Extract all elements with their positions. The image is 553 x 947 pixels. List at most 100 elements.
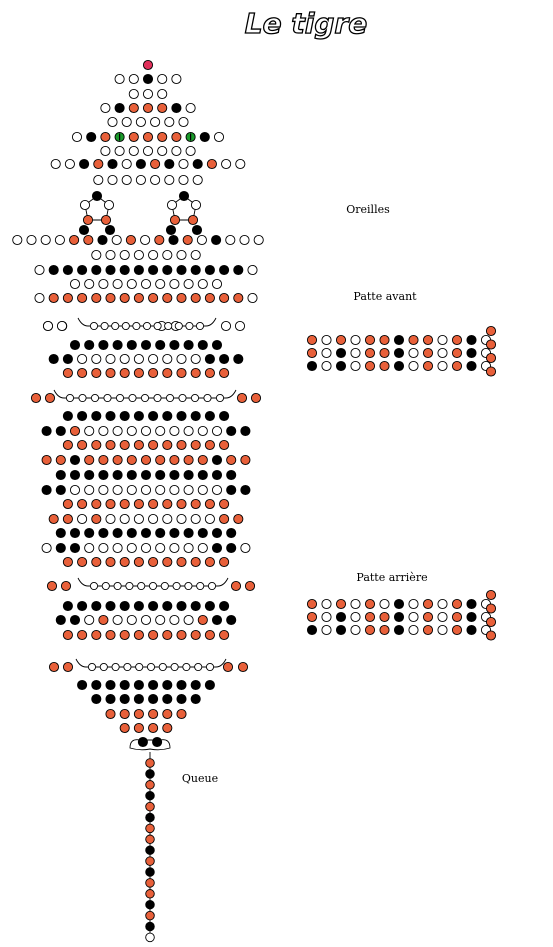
bead [55,454,66,466]
bead [84,527,95,539]
bead [408,598,419,610]
bead [112,542,123,554]
bead [119,367,130,379]
bead [62,292,73,304]
bead [197,527,208,539]
bead [105,679,116,691]
bead [164,174,175,186]
bead [190,513,201,525]
bead [91,679,102,691]
bead [162,600,173,612]
bead [364,598,376,610]
strand-bead [196,581,205,591]
ear-bead [79,199,91,211]
bead [451,611,463,623]
bead [219,629,230,641]
bead [148,367,159,379]
bead [133,264,144,276]
bead [192,158,203,170]
thread-lines [53,195,237,940]
bead [140,425,152,437]
bead [98,542,109,554]
bead [148,629,159,641]
bead [379,347,390,359]
bead [148,498,159,510]
strand-bead [121,321,130,331]
bead [169,527,180,539]
bead [148,264,159,276]
bead [321,347,332,359]
bead [119,292,130,304]
bead [86,131,97,143]
bead [197,425,208,437]
bead [93,174,104,186]
bead [190,292,201,304]
bead [34,264,45,276]
tail-bead [145,758,155,768]
bead [30,392,42,404]
bead [408,347,419,359]
bead [77,410,88,422]
ear-bead [91,190,103,202]
bead [155,527,166,539]
bead [121,174,132,186]
bead [133,679,144,691]
bead [48,661,60,673]
bead [197,454,208,466]
bead [126,614,137,626]
bead [71,131,83,143]
bead [197,542,208,554]
bead [178,174,189,186]
strand-bead [207,581,217,591]
bead [100,131,111,143]
bead [321,334,332,346]
strand-bead [165,393,175,403]
bead [48,292,59,304]
bead [219,439,230,451]
bead [112,469,123,481]
bead [105,556,116,568]
bead [107,116,118,128]
strand-bead [195,321,205,331]
bead [155,469,166,481]
bead [171,102,182,114]
bead [84,339,95,351]
bead [176,353,187,365]
bead [119,353,130,365]
bead [190,679,201,691]
bead [211,234,222,246]
bead [204,439,215,451]
bead [98,469,109,481]
bead [77,367,88,379]
bead [466,347,477,359]
bead [133,249,144,261]
bead [196,234,207,246]
bead [157,131,168,143]
bead [183,278,194,290]
bead [133,556,144,568]
bead [62,661,74,673]
bead [91,498,102,510]
bead [321,611,332,623]
bead [64,158,75,170]
bead [422,624,434,636]
bead [169,542,180,554]
bead [100,102,111,114]
bead [119,498,130,510]
bead [126,454,137,466]
tail-bead [145,823,155,834]
bead [190,439,201,451]
bead [121,158,132,170]
bead [34,292,45,304]
bead [197,484,208,496]
tail-bead [145,834,155,845]
bead [219,292,230,304]
bead [135,158,146,170]
strand-bead [178,393,187,403]
strand-bead [65,393,75,403]
bead [408,334,419,346]
bead [128,145,139,157]
strand-bead [174,321,183,331]
bead [393,334,405,346]
bead [437,360,448,372]
